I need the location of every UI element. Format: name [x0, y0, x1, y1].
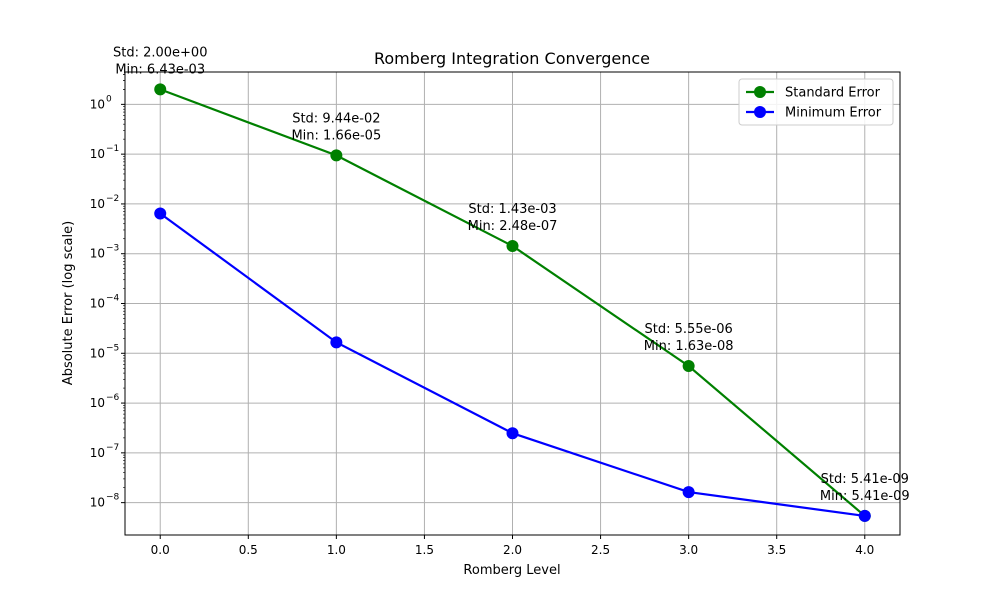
y-tick-base: 10: [90, 396, 105, 410]
data-point: [506, 427, 519, 440]
series-layer: [154, 83, 871, 522]
annotation-std: Std: 5.41e-09: [821, 472, 909, 487]
annotation-min: Min: 1.63e-08: [644, 339, 734, 354]
y-tick-label: 10 −2: [90, 194, 120, 211]
data-point: [682, 360, 695, 373]
y-tick-base: 10: [90, 97, 105, 111]
y-tick-label: 10 −1: [90, 144, 120, 161]
y-tick-base: 10: [90, 297, 105, 311]
legend: Standard Error Minimum Error: [738, 78, 894, 126]
x-tick-label: 3.5: [767, 543, 786, 557]
annotation-layer: Std: 2.00e+00 Min: 6.43e-03 Std: 9.44e-02 M…: [113, 45, 910, 504]
legend-label: Standard Error: [785, 86, 881, 101]
y-tick-exponent: −7: [106, 443, 119, 453]
y-tick-exponent: 0: [106, 94, 112, 104]
y-tick-exponent: −1: [106, 144, 119, 154]
annotation-min: Min: 6.43e-03: [115, 62, 205, 77]
y-tick-base: 10: [90, 446, 105, 460]
y-tick-exponent: −5: [106, 343, 119, 353]
x-tick-label: 1.5: [415, 543, 434, 557]
annotation-std: Std: 2.00e+00: [113, 45, 208, 60]
legend-marker: [754, 86, 766, 98]
y-tick-label: 10 −6: [90, 393, 120, 410]
annotation-std: Std: 9.44e-02: [292, 111, 380, 126]
y-tick-exponent: −2: [106, 194, 119, 204]
y-tick-exponent: −4: [106, 294, 120, 304]
data-annotation: Std: 2.00e+00 Min: 6.43e-03: [113, 45, 208, 77]
y-tick-exponent: −3: [106, 244, 119, 254]
data-point: [858, 509, 871, 522]
data-annotation: Std: 1.43e-03 Min: 2.48e-07: [468, 202, 558, 234]
x-tick-label: 3.0: [679, 543, 698, 557]
x-tick-label: 4.0: [855, 543, 874, 557]
data-point: [506, 239, 519, 252]
legend-marker: [754, 106, 766, 118]
y-tick-exponent: −6: [106, 393, 120, 403]
y-tick-label: 10 −5: [90, 343, 120, 360]
x-axis-label: Romberg Level: [463, 563, 560, 578]
x-tick-label: 2.5: [591, 543, 610, 557]
legend-box: [738, 78, 894, 126]
y-tick-base: 10: [90, 147, 105, 161]
data-point: [330, 149, 343, 162]
y-tick-base: 10: [90, 346, 105, 360]
x-tick-label: 2.0: [503, 543, 522, 557]
y-tick-base: 10: [90, 197, 105, 211]
data-point: [154, 83, 167, 96]
y-tick-base: 10: [90, 247, 105, 261]
x-tick-label: 0.0: [151, 543, 170, 557]
x-tick-label: 0.5: [239, 543, 258, 557]
annotation-min: Min: 2.48e-07: [468, 219, 558, 234]
data-point: [682, 486, 695, 499]
chart-title: Romberg Integration Convergence: [374, 49, 650, 68]
data-point: [330, 336, 343, 349]
annotation-std: Std: 5.55e-06: [644, 322, 732, 337]
y-tick-label: 10 0: [90, 94, 112, 111]
grid-layer: [125, 72, 900, 535]
y-tick-label: 10 −3: [90, 244, 120, 261]
y-tick-label: 10 −7: [90, 443, 120, 460]
y-tick-exponent: −8: [106, 493, 120, 503]
data-annotation: Std: 5.55e-06 Min: 1.63e-08: [644, 322, 734, 354]
annotation-std: Std: 1.43e-03: [468, 202, 556, 217]
annotation-min: Min: 5.41e-09: [820, 489, 910, 504]
y-axis-label: Absolute Error (log scale): [61, 221, 76, 385]
x-tick-label: 1.0: [327, 543, 346, 557]
y-tick-label: 10 −4: [90, 294, 120, 311]
legend-label: Minimum Error: [785, 106, 882, 121]
data-annotation: Std: 5.41e-09 Min: 5.41e-09: [820, 472, 910, 504]
y-tick-label: 10 −8: [90, 493, 120, 510]
data-annotation: Std: 9.44e-02 Min: 1.66e-05: [291, 111, 381, 143]
annotation-min: Min: 1.66e-05: [291, 128, 381, 143]
data-point: [154, 207, 167, 220]
y-tick-base: 10: [90, 496, 105, 510]
